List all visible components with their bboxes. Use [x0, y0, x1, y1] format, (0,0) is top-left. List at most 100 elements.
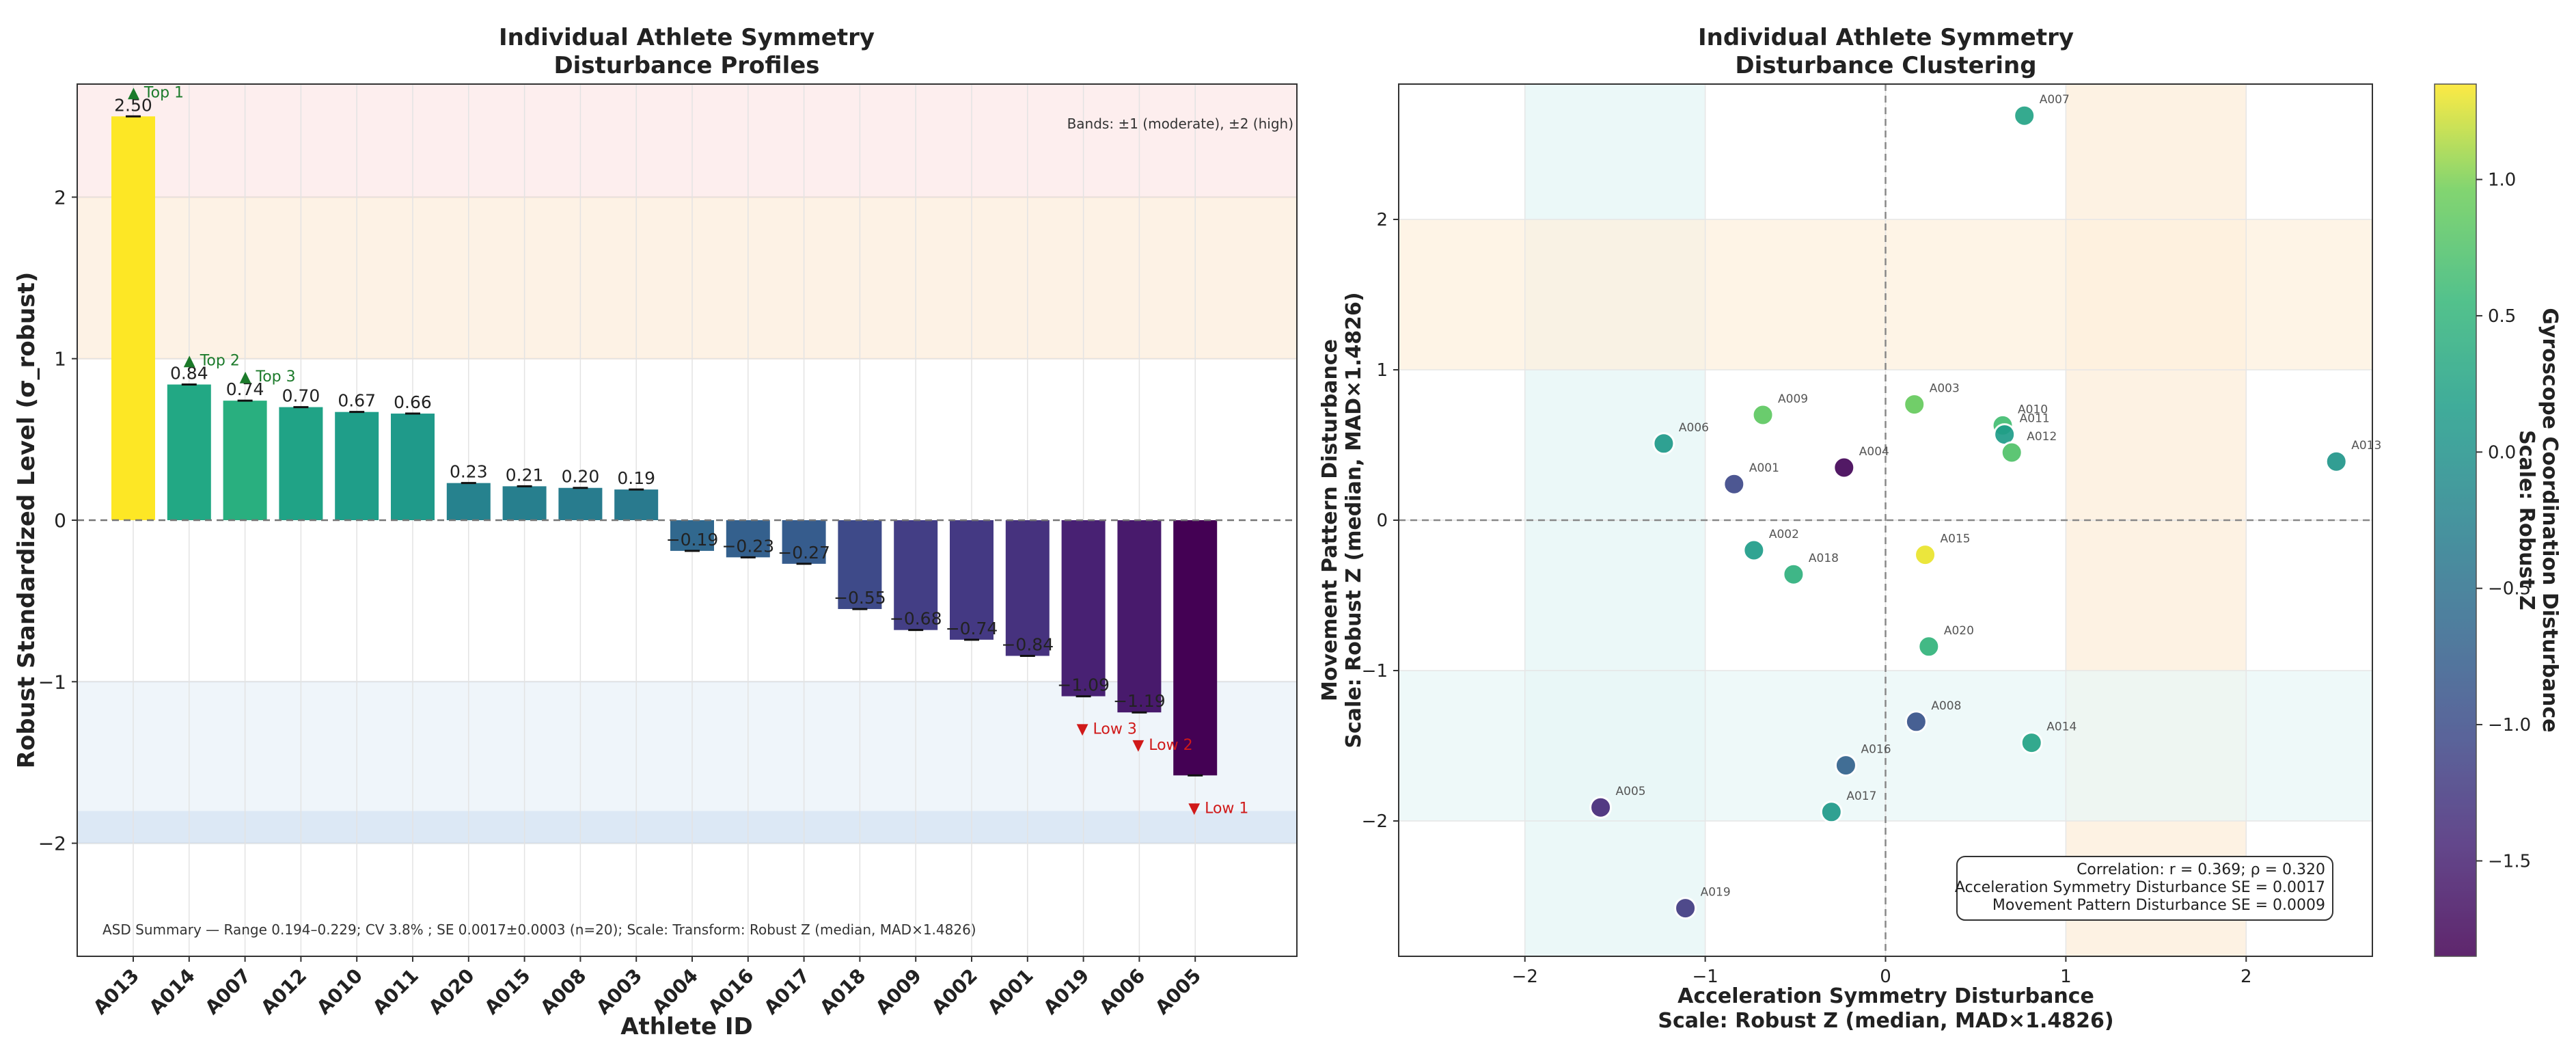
bar-A006: [1117, 520, 1162, 713]
point-label: A002: [1769, 528, 1799, 541]
x-tick-label: A006: [1095, 965, 1149, 1019]
point-label: A014: [2046, 720, 2077, 734]
y-tick-label: 0: [54, 509, 66, 532]
point-label: A016: [1861, 743, 1891, 757]
x-tick-label: A003: [592, 965, 646, 1019]
point-A004: [1833, 456, 1856, 479]
point-label: A020: [1944, 624, 1974, 638]
x-tick-label: A017: [760, 965, 814, 1019]
rank-annotation: ▲ Top 3: [240, 368, 296, 386]
colorbar-tick-label: −1.5: [2488, 851, 2531, 872]
stats-box: Correlation: r = 0.369; ρ = 0.320 Accele…: [1955, 856, 2333, 921]
x-tick-label: A002: [927, 965, 982, 1019]
point-label: A012: [2027, 430, 2057, 444]
band-moderate-positive: [77, 197, 1297, 359]
y-tick-label: 2: [54, 186, 66, 208]
x-tick-label: A019: [1039, 965, 1094, 1019]
point-A015: [1914, 543, 1937, 567]
value-label: −0.84: [1001, 634, 1054, 654]
left-bar-chart: Individual Athlete Symmetry Disturbance …: [13, 24, 1298, 1040]
value-label: 0.23: [450, 462, 488, 482]
bar-A002: [950, 520, 994, 640]
y-tick-label: −2: [1362, 811, 1388, 832]
point-A005: [1589, 796, 1613, 819]
colorbar-tick-label: −0.5: [2488, 579, 2531, 599]
right-axis-ticks: −2 −1 0 1 2 −2 −1 0 1 2: [1362, 210, 2252, 987]
point-label: A018: [1809, 552, 1839, 565]
point-A018: [1782, 563, 1805, 586]
bar-A019: [1061, 520, 1106, 697]
colorbar: 1.0 0.5 0.0 −0.5 −1.0 −1.5 Gyroscope Coordina…: [2434, 83, 2562, 957]
point-A017: [1820, 800, 1843, 824]
point-label: A010: [2018, 403, 2048, 416]
rank-annotation: ▲ Top 1: [128, 84, 184, 101]
bar-A018: [838, 520, 882, 609]
point-A013: [2325, 450, 2348, 473]
point-label: A019: [1701, 886, 1731, 900]
y-tick-label: −1: [38, 671, 66, 693]
point-A007: [2013, 104, 2036, 127]
band-high-negative: [77, 811, 1297, 844]
bar-A015: [502, 486, 547, 520]
point-label: A007: [2040, 93, 2070, 107]
x-tick-label: A001: [983, 965, 1038, 1019]
point-A008: [1904, 710, 1928, 733]
bar-A009: [894, 520, 938, 630]
bands-note: Bands: ±1 (moderate), ±2 (high): [1067, 116, 1293, 132]
bar-A017: [782, 520, 826, 564]
y-tick-label: 0: [1376, 511, 1388, 531]
x-tick-label: A015: [480, 965, 535, 1019]
x-tick-label: −2: [1512, 967, 1538, 987]
value-label: −0.74: [946, 619, 998, 638]
value-label: −0.55: [834, 588, 886, 608]
point-label: A001: [1749, 461, 1779, 475]
rank-annotation: ▼ Low 1: [1188, 800, 1248, 817]
stats-acceleration-se: Acceleration Symmetry Disturbance SE = 0…: [1955, 879, 2325, 896]
point-label: A015: [1941, 532, 1971, 546]
x-tick-label: A016: [704, 965, 758, 1019]
x-tick-label: A011: [368, 965, 423, 1019]
bar-A016: [726, 520, 770, 558]
bar-A007: [223, 401, 267, 520]
x-tick-label: A012: [256, 965, 311, 1019]
x-tick-label: A014: [145, 965, 200, 1019]
band-high-positive: [77, 84, 1297, 198]
asd-summary: ASD Summary — Range 0.194–0.229; CV 3.8%…: [102, 921, 976, 938]
x-tick-label: A008: [536, 965, 590, 1019]
x-tick-label: A018: [815, 965, 870, 1019]
point-A020: [1917, 635, 1941, 658]
left-value-labels: 2.50 0.84 0.74 0.70 0.67 0.66 0.23 0.21 0.20 0.19…: [114, 95, 1166, 711]
bar-A004: [670, 520, 714, 551]
colorbar-label-line-1: Gyroscope Coordination Disturbance: [2538, 308, 2562, 732]
right-gridlines: [1399, 84, 2372, 956]
left-y-ticks: −2 −1 0 1 2: [38, 186, 77, 855]
x-tick-label: A013: [89, 965, 143, 1019]
point-A012: [2000, 441, 2023, 464]
point-label: A009: [1778, 392, 1808, 406]
value-label: −0.23: [722, 536, 774, 556]
x-tick-label: 1: [2060, 967, 2072, 987]
right-chart-title-line-1: Individual Athlete Symmetry: [1698, 24, 2074, 51]
right-scatter-chart: Individual Athlete Symmetry Disturbance …: [1318, 24, 2381, 1033]
colorbar-tick-label: 0.5: [2488, 306, 2516, 327]
point-label: A003: [1930, 382, 1960, 396]
left-plot-frame: [77, 83, 1298, 957]
right-x-axis-label-line-1: Acceleration Symmetry Disturbance: [1677, 984, 2094, 1008]
point-A006: [1652, 432, 1675, 455]
colorbar-gradient: [2434, 83, 2477, 957]
value-label: −0.68: [890, 609, 942, 629]
left-x-axis-label: Athlete ID: [620, 1013, 753, 1040]
left-rank-annotations: ▲ Top 1 ▲ Top 2▲ Top 3 ▼ Low 3▼ Low 2 ▼ Low…: [128, 84, 1248, 817]
band-moderate-negative: [77, 682, 1297, 811]
right-plot-frame: [1398, 83, 2373, 957]
value-label: 0.70: [282, 386, 320, 406]
y-tick-label: 1: [1376, 360, 1388, 381]
bar-A010: [335, 412, 379, 520]
bar-A003: [614, 489, 659, 520]
point-label: A005: [1616, 785, 1646, 798]
x-tick-label: A020: [424, 965, 479, 1019]
point-A016: [1834, 754, 1857, 777]
x-tick-label: 0: [1880, 967, 1891, 987]
